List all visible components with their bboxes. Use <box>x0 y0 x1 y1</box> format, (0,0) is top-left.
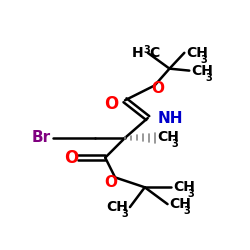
Text: CH: CH <box>106 200 128 214</box>
Text: 3: 3 <box>200 55 207 65</box>
Text: 3: 3 <box>183 206 190 216</box>
Text: CH: CH <box>191 64 213 78</box>
Text: O: O <box>151 81 164 96</box>
Text: CH: CH <box>158 130 180 144</box>
Text: 3: 3 <box>172 139 178 149</box>
Text: H: H <box>132 46 144 60</box>
Text: NH: NH <box>158 110 183 126</box>
Text: CH: CH <box>186 46 208 60</box>
Text: CH: CH <box>170 197 192 211</box>
Text: O: O <box>105 175 118 190</box>
Text: C: C <box>150 46 160 60</box>
Text: 3: 3 <box>205 72 212 83</box>
Text: CH: CH <box>174 180 195 194</box>
Text: Br: Br <box>32 130 51 145</box>
Text: O: O <box>104 95 118 113</box>
Text: 3: 3 <box>187 189 194 199</box>
Text: 3: 3 <box>121 209 128 219</box>
Text: 3: 3 <box>144 45 150 55</box>
Text: O: O <box>64 149 79 167</box>
